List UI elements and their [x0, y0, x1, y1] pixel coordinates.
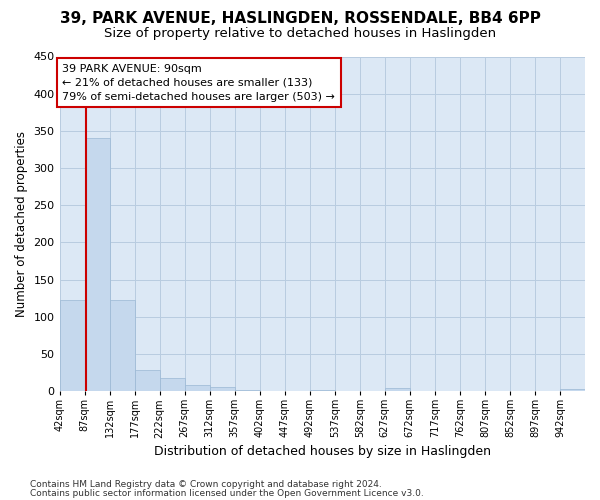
Text: 39 PARK AVENUE: 90sqm
← 21% of detached houses are smaller (133)
79% of semi-det: 39 PARK AVENUE: 90sqm ← 21% of detached … — [62, 64, 335, 102]
X-axis label: Distribution of detached houses by size in Haslingden: Distribution of detached houses by size … — [154, 444, 491, 458]
Text: Size of property relative to detached houses in Haslingden: Size of property relative to detached ho… — [104, 28, 496, 40]
Bar — [385, 388, 410, 391]
Bar — [110, 300, 134, 391]
Text: 39, PARK AVENUE, HASLINGDEN, ROSSENDALE, BB4 6PP: 39, PARK AVENUE, HASLINGDEN, ROSSENDALE,… — [59, 11, 541, 26]
Bar — [209, 388, 235, 391]
Bar — [59, 300, 85, 391]
Bar — [310, 390, 335, 391]
Text: Contains HM Land Registry data © Crown copyright and database right 2024.: Contains HM Land Registry data © Crown c… — [30, 480, 382, 489]
Bar — [85, 138, 110, 391]
Text: Contains public sector information licensed under the Open Government Licence v3: Contains public sector information licen… — [30, 488, 424, 498]
Y-axis label: Number of detached properties: Number of detached properties — [15, 131, 28, 317]
Bar — [560, 389, 585, 391]
Bar — [185, 385, 209, 391]
Bar — [134, 370, 160, 391]
Bar — [160, 378, 185, 391]
Bar — [235, 390, 260, 391]
